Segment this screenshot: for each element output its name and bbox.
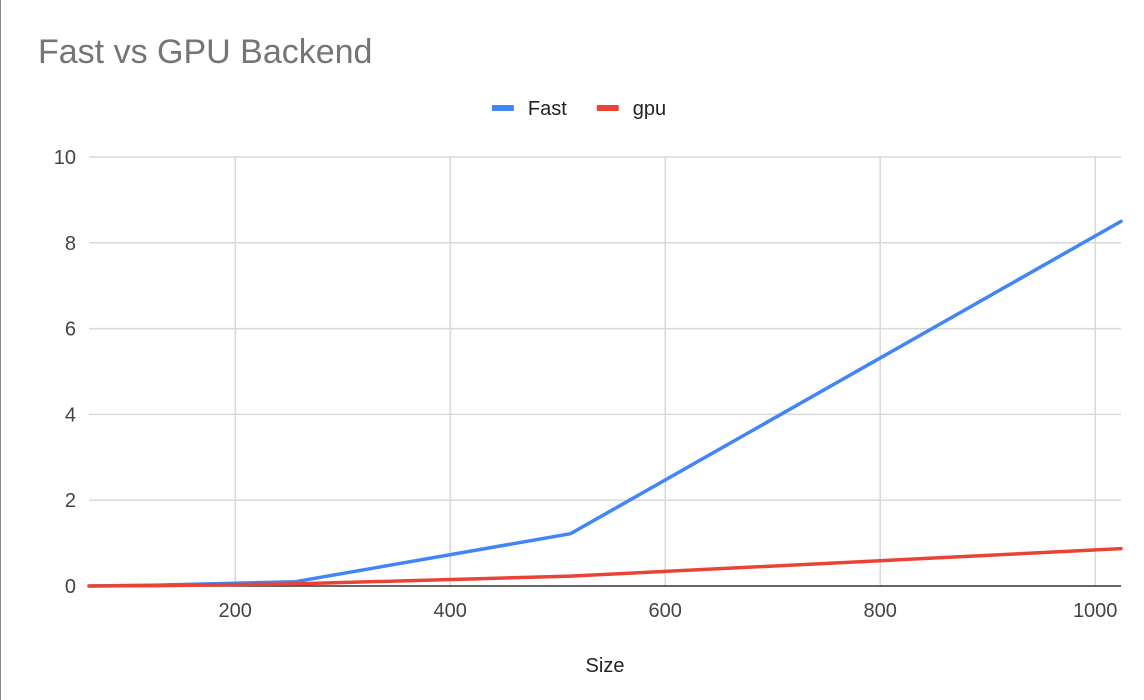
legend-swatch-gpu	[596, 105, 619, 111]
x-tick-label: 200	[219, 600, 252, 622]
grid	[89, 156, 1121, 586]
x-tick-label: 1000	[1073, 600, 1118, 622]
legend: Fast gpu	[491, 98, 666, 120]
legend-label-gpu: gpu	[633, 98, 666, 120]
x-tick-label: 400	[434, 600, 467, 622]
tick-labels: 0 2 4 6 8 10 200 400 600 800 1000	[54, 147, 1118, 622]
x-axis-label: Size	[586, 655, 625, 677]
y-tick-label: 8	[65, 233, 76, 255]
chart-title: Fast vs GPU Backend	[38, 33, 372, 71]
x-tick-label: 600	[649, 600, 682, 622]
y-tick-label: 4	[65, 404, 76, 426]
y-tick-label: 2	[65, 490, 76, 512]
series-line-gpu	[87, 546, 1123, 588]
series-layer	[87, 219, 1123, 588]
y-tick-label: 0	[65, 576, 76, 598]
series-line-fast	[87, 219, 1123, 588]
legend-label-fast: Fast	[528, 98, 567, 120]
y-tick-label: 10	[54, 147, 76, 169]
y-tick-label: 6	[65, 319, 76, 341]
legend-swatch-fast	[491, 105, 514, 111]
x-tick-label: 800	[864, 600, 897, 622]
